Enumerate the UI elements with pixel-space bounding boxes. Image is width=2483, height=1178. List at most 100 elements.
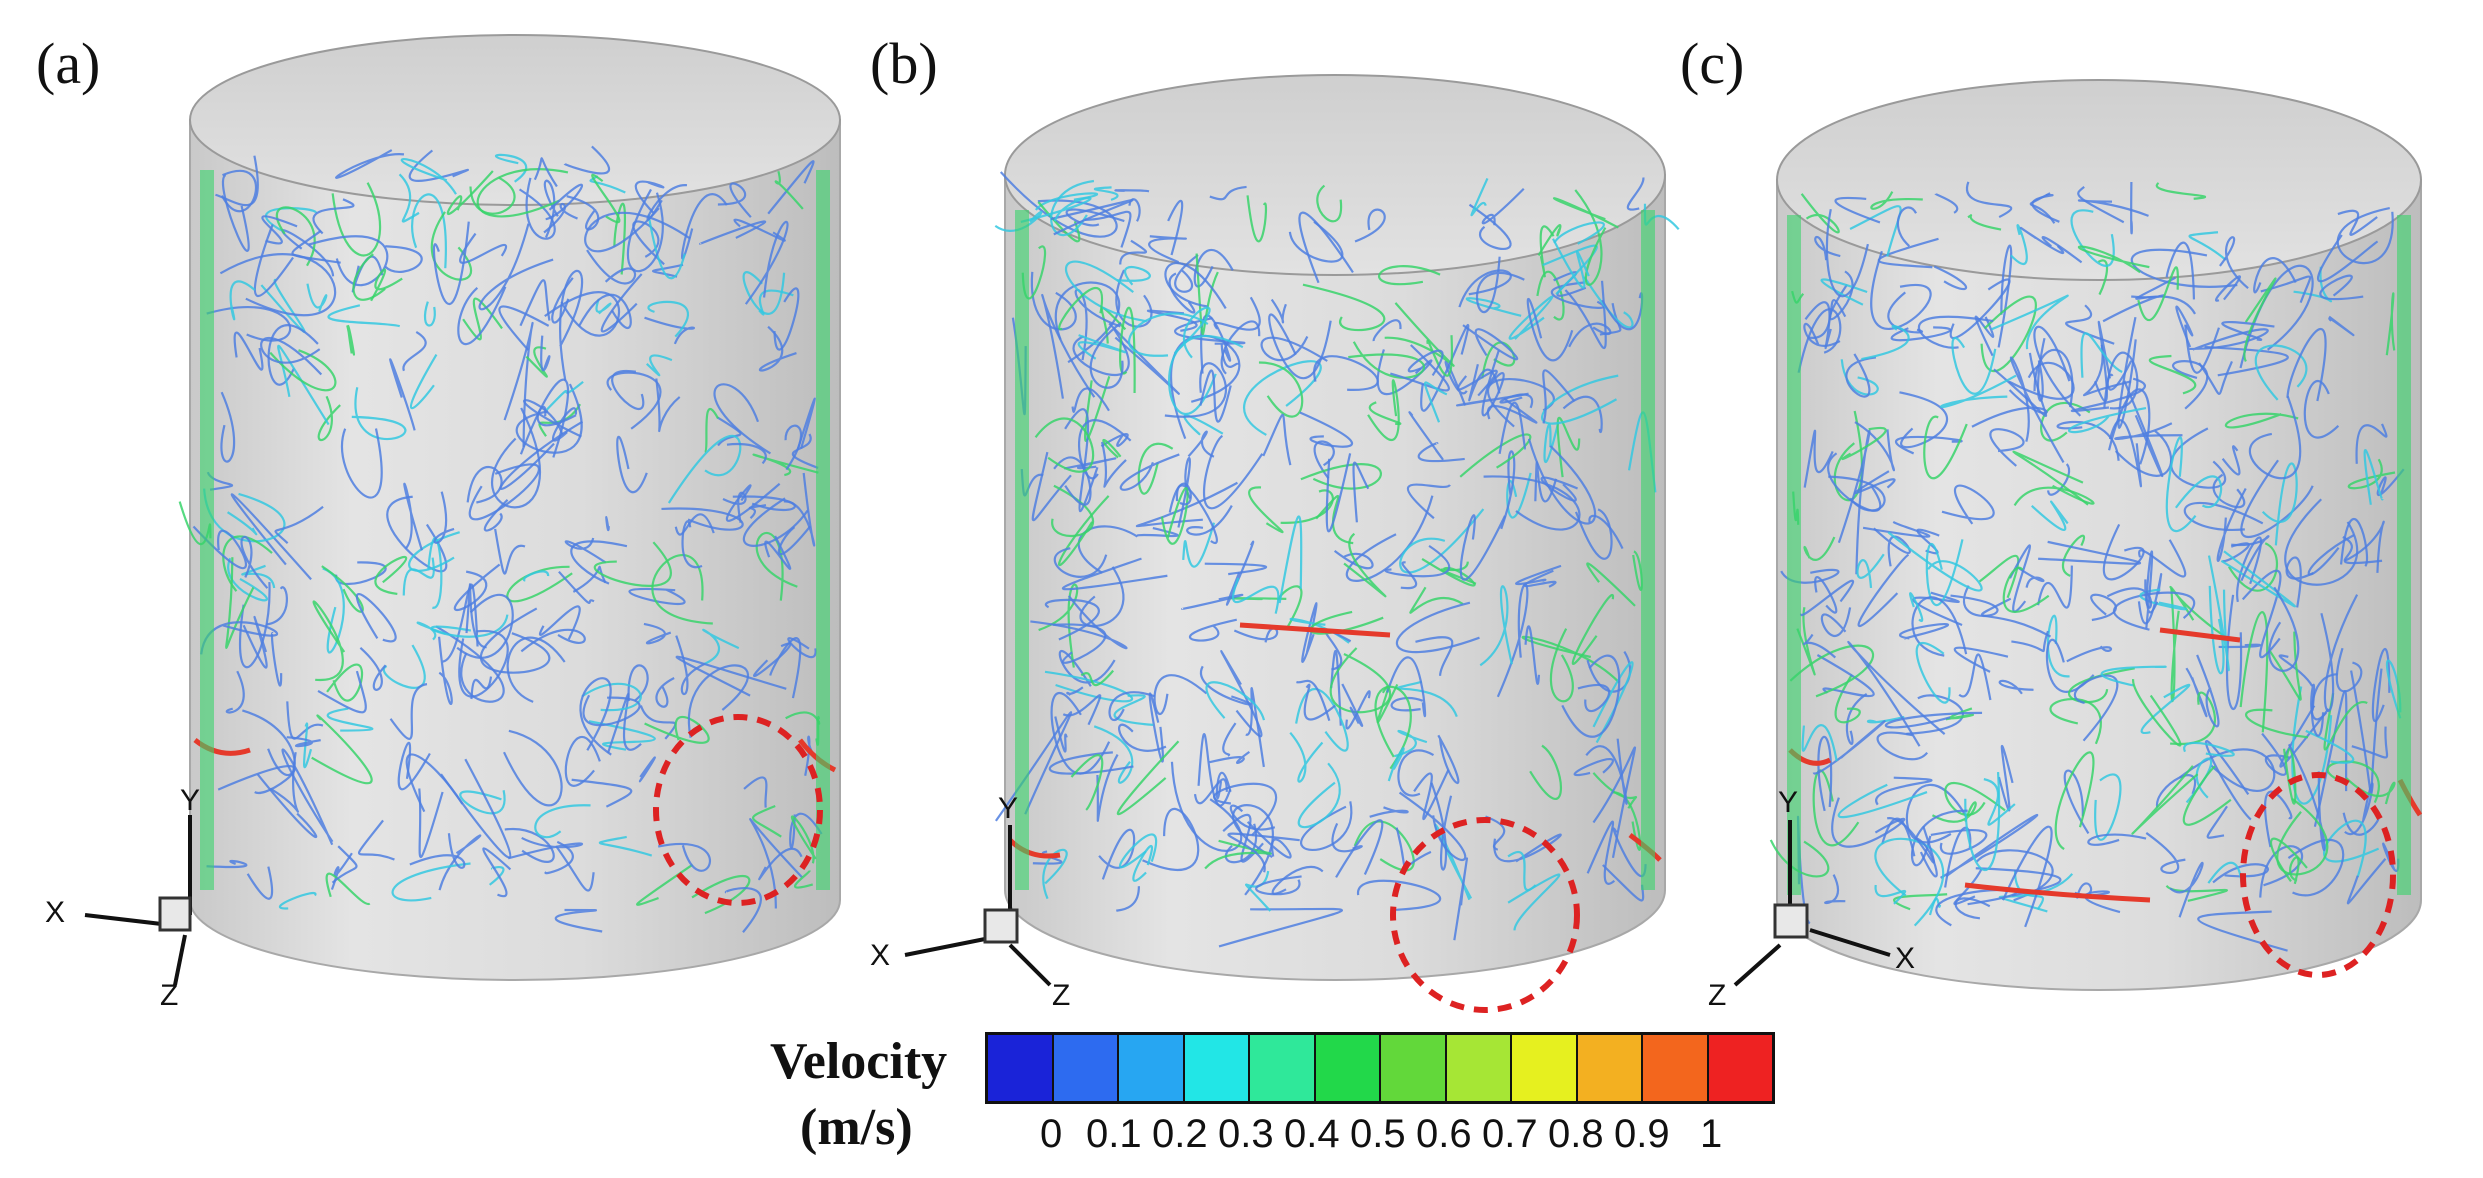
high-velocity-streamline [1964, 882, 2151, 903]
streamline [1295, 687, 1349, 752]
streamline [1940, 374, 2017, 408]
streamline [331, 845, 358, 884]
streamline [534, 804, 591, 839]
streamline [389, 683, 428, 740]
streamline [1302, 283, 1386, 332]
streamline [611, 369, 645, 410]
streamline [519, 279, 551, 327]
streamline [1552, 197, 1619, 229]
streamline [1906, 694, 1964, 735]
streamline [1426, 335, 1453, 377]
streamline [1096, 754, 1119, 822]
streamline [469, 176, 516, 215]
cylinder-a [178, 34, 841, 981]
streamline [1220, 344, 1239, 368]
high-velocity-streamline [1239, 622, 1391, 638]
streamline [2107, 388, 2151, 465]
streamline [220, 391, 236, 463]
streamline [1507, 850, 1537, 892]
streamline [2339, 517, 2369, 567]
streamline [1437, 734, 1460, 784]
streamline [1390, 696, 1424, 712]
streamline [1297, 762, 1341, 829]
streamline [1553, 221, 1605, 245]
streamline [1072, 328, 1130, 377]
streamline [1372, 319, 1402, 342]
streamline [2100, 665, 2167, 687]
streamline [1626, 177, 1645, 211]
streamline [409, 833, 466, 869]
streamline [1896, 206, 1918, 247]
streamline [2363, 449, 2384, 505]
streamline [1271, 865, 1324, 895]
streamline [1387, 747, 1405, 782]
streamline [1142, 808, 1200, 871]
highlight-circle-b [1390, 817, 1580, 1013]
streamline [2002, 566, 2050, 613]
streamline [1244, 870, 1272, 912]
streamline [1481, 341, 1516, 379]
streamline [2183, 741, 2235, 757]
streamline [2137, 266, 2179, 321]
streamline [2288, 856, 2300, 885]
streamline [1084, 210, 1132, 248]
streamline [1315, 494, 1354, 545]
streamline [470, 676, 493, 700]
streamline [1918, 315, 1994, 349]
streamline [312, 198, 355, 235]
streamline [1915, 641, 1951, 704]
streamline [613, 202, 626, 275]
streamline [1804, 301, 1832, 349]
streamline [1325, 453, 1352, 533]
streamline [1574, 508, 1613, 560]
streamline [1928, 897, 1942, 916]
streamline [1041, 293, 1096, 399]
streamline [2344, 520, 2385, 573]
panel-a-label: (a) [36, 31, 101, 96]
streamline [352, 253, 386, 301]
streamline [758, 847, 803, 881]
streamline [1348, 341, 1425, 379]
streamline [266, 586, 288, 626]
streamline [655, 677, 675, 708]
streamline [241, 564, 276, 589]
streamline [1188, 618, 1238, 642]
streamline [2219, 236, 2249, 290]
streamline [755, 531, 798, 601]
streamline [1242, 360, 1322, 436]
streamline [789, 812, 823, 849]
panel-c-label: (c) [1680, 31, 1745, 96]
streamline [1468, 364, 1501, 402]
streamline [483, 499, 509, 532]
colorbar-tick-label: 0.6 [1416, 1112, 1472, 1156]
legend-title: Velocity [770, 1033, 948, 1090]
streamline [400, 157, 457, 195]
streamline [1136, 526, 1179, 538]
streamline [627, 664, 649, 702]
streamline [1071, 387, 1110, 413]
colorbar-segment [1313, 1035, 1379, 1101]
streamline [430, 211, 473, 281]
streamline [2311, 673, 2338, 737]
streamline [1408, 411, 1444, 460]
streamline [1899, 391, 1949, 449]
streamline [1108, 691, 1156, 722]
streamline [1280, 489, 1334, 524]
streamline [1462, 324, 1519, 361]
streamline [578, 293, 632, 329]
streamline [240, 535, 269, 589]
streamline [773, 287, 800, 351]
streamline [1227, 832, 1300, 873]
streamline [2224, 412, 2299, 429]
streamline [559, 269, 584, 381]
streamline [1539, 225, 1555, 278]
streamline [1886, 817, 1936, 864]
streamline [1537, 224, 1562, 256]
streamline [1820, 607, 1852, 638]
streamline [308, 235, 389, 287]
streamline [2140, 683, 2191, 735]
streamline [1980, 295, 2037, 373]
streamline [479, 607, 551, 674]
streamline [1498, 401, 1527, 455]
streamline [1997, 244, 2013, 348]
